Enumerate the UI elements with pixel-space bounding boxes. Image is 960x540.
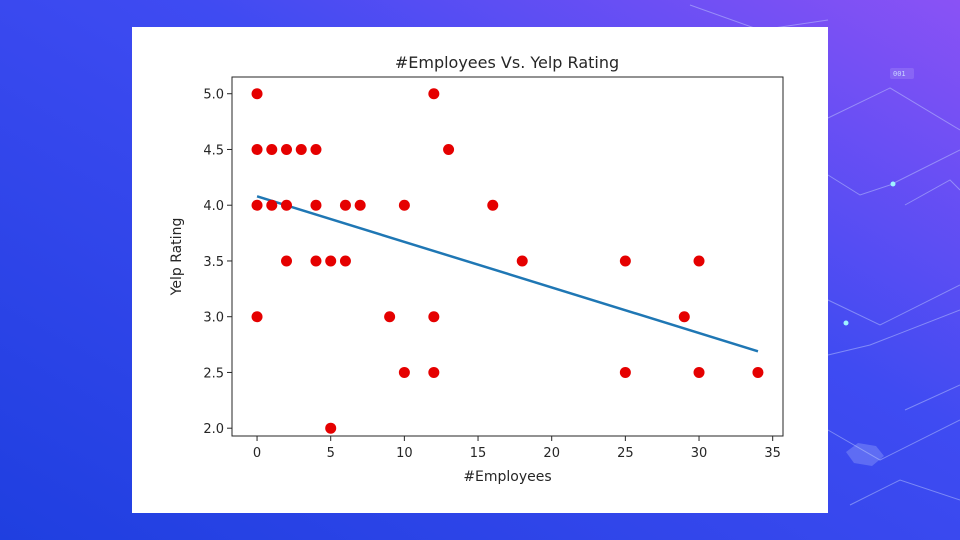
y-axis-label: Yelp Rating xyxy=(169,218,185,297)
decorative-network-lines xyxy=(689,4,960,506)
scatter-point xyxy=(443,143,455,155)
scatter-point xyxy=(281,143,293,155)
decorative-tag-text: 001 xyxy=(893,70,906,78)
scatter-point xyxy=(398,199,410,211)
scatter-point xyxy=(281,255,293,267)
plot-frame xyxy=(231,76,784,437)
scatter-point xyxy=(295,143,307,155)
scatter-point xyxy=(339,199,351,211)
x-tick-label: 35 xyxy=(764,446,781,461)
scatter-point xyxy=(251,311,263,323)
decorative-glow-dot xyxy=(843,320,849,326)
x-axis-ticks: 0 5 10 15 20 25 30 35 xyxy=(253,436,781,461)
y-tick-label: 5.0 xyxy=(203,88,224,103)
chart-title: #Employees Vs. Yelp Rating xyxy=(395,53,619,72)
x-tick-label: 30 xyxy=(691,446,708,461)
scatter-point xyxy=(428,366,440,378)
scatter-point xyxy=(325,255,337,267)
scatter-point xyxy=(678,311,690,323)
scatter-point xyxy=(428,88,440,100)
x-axis-label: #Employees xyxy=(463,469,551,485)
y-tick-label: 4.0 xyxy=(203,199,224,214)
x-tick-label: 10 xyxy=(396,446,413,461)
y-tick-label: 4.5 xyxy=(203,143,224,158)
scatter-point xyxy=(487,199,499,211)
y-axis-ticks: 2.0 2.5 3.0 3.5 4.0 4.5 5.0 xyxy=(203,88,232,437)
scatter-point xyxy=(516,255,528,267)
x-tick-label: 5 xyxy=(327,446,335,461)
x-tick-label: 15 xyxy=(470,446,487,461)
scatter-point xyxy=(310,143,322,155)
x-tick-label: 20 xyxy=(543,446,560,461)
scatter-chart: #Employees Vs. Yelp Rating 2.0 2.5 3.0 3.5 4… xyxy=(169,53,784,485)
scatter-point xyxy=(325,422,337,434)
scatter-point xyxy=(354,199,366,211)
scatter-point xyxy=(384,311,396,323)
scatter-point xyxy=(398,366,410,378)
decorative-hexagon xyxy=(846,443,884,466)
x-tick-label: 25 xyxy=(617,446,634,461)
scatter-point xyxy=(251,88,263,100)
y-tick-label: 2.5 xyxy=(203,366,224,381)
scatter-point xyxy=(266,199,278,211)
scatter-point xyxy=(619,255,631,267)
chart-card: #Employees Vs. Yelp Rating 2.0 2.5 3.0 3.5 4… xyxy=(132,27,828,513)
scatter-point xyxy=(428,311,440,323)
scatter-point xyxy=(281,199,293,211)
decorative-tag-box xyxy=(890,68,914,79)
x-tick-label: 0 xyxy=(253,446,261,461)
scatter-point xyxy=(310,199,322,211)
scatter-point xyxy=(251,143,263,155)
scatter-point xyxy=(310,255,322,267)
scatter-point xyxy=(693,366,705,378)
scatter-point xyxy=(693,255,705,267)
scatter-point xyxy=(339,255,351,267)
scatter-point xyxy=(251,199,263,211)
scatter-point xyxy=(266,143,278,155)
decorative-glow-dot xyxy=(890,181,896,187)
y-tick-label: 2.0 xyxy=(203,422,224,437)
y-tick-label: 3.0 xyxy=(203,311,224,326)
scatter-point xyxy=(752,366,764,378)
y-tick-label: 3.5 xyxy=(203,255,224,270)
scatter-point xyxy=(619,366,631,378)
trend-line xyxy=(256,195,759,353)
data-points xyxy=(251,88,764,434)
